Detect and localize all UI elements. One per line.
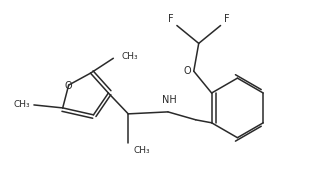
Text: NH: NH [162,95,176,105]
Text: O: O [183,66,191,76]
Text: CH₃: CH₃ [121,52,138,61]
Text: CH₃: CH₃ [13,100,30,109]
Text: CH₃: CH₃ [133,146,150,155]
Text: F: F [168,14,174,23]
Text: O: O [65,81,73,91]
Text: F: F [224,14,229,23]
